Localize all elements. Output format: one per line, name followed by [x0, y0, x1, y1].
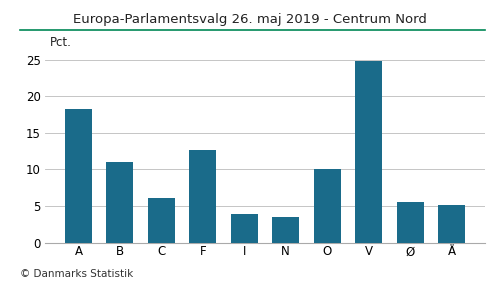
Text: Europa-Parlamentsvalg 26. maj 2019 - Centrum Nord: Europa-Parlamentsvalg 26. maj 2019 - Cen… — [73, 13, 427, 26]
Bar — [65, 109, 92, 243]
Text: Pct.: Pct. — [50, 36, 72, 49]
Bar — [355, 61, 382, 243]
Bar — [396, 202, 423, 243]
Bar — [314, 169, 340, 243]
Bar — [190, 150, 216, 243]
Bar — [148, 198, 175, 243]
Text: © Danmarks Statistik: © Danmarks Statistik — [20, 269, 133, 279]
Bar — [231, 214, 258, 243]
Bar — [438, 204, 465, 243]
Bar — [106, 162, 134, 243]
Bar — [272, 217, 299, 243]
